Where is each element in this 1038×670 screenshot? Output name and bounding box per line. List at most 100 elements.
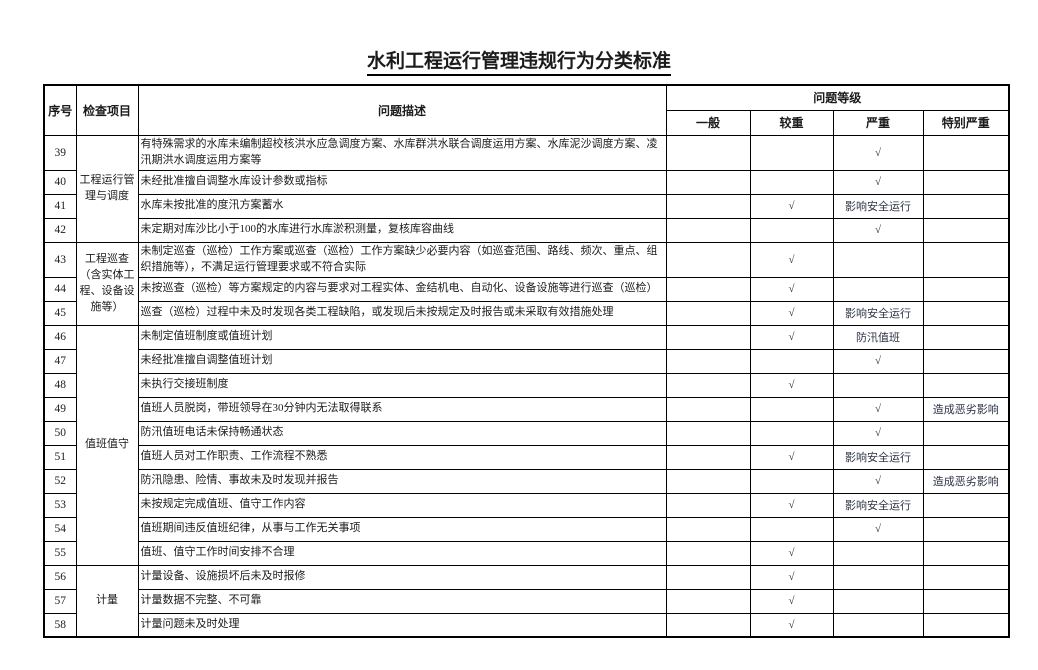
level-general-cell bbox=[665, 588, 751, 614]
level-extreme-cell bbox=[922, 134, 1010, 171]
row-number: 51 bbox=[43, 444, 77, 470]
level-severe-cell: 防汛值班 bbox=[832, 324, 924, 350]
table-row: 46 值班值守 未制定值班制度或值班计划 √ 防汛值班 bbox=[43, 324, 1010, 566]
level-general-cell bbox=[665, 468, 751, 494]
row-number: 48 bbox=[43, 372, 77, 398]
table-row: 54 值班期间违反值班纪律，从事与工作无关事项 √ bbox=[43, 516, 1010, 542]
level-moderate-cell bbox=[749, 348, 834, 374]
table-row: 41 水库未按批准的度汛方案蓄水 √ 影响安全运行 bbox=[43, 193, 1010, 219]
level-general-cell bbox=[665, 612, 751, 638]
level-extreme-cell bbox=[922, 276, 1010, 302]
table-row: 57 计量数据不完整、不可靠 √ bbox=[43, 588, 1010, 614]
level-severe-cell: 影响安全运行 bbox=[832, 193, 924, 219]
header-row-levels: 一般 较重 严重 特别严重 bbox=[44, 109, 1010, 136]
row-number: 58 bbox=[43, 612, 77, 638]
level-severe-cell: √ bbox=[832, 217, 924, 243]
level-extreme-cell bbox=[922, 420, 1010, 446]
level-general-cell bbox=[665, 217, 751, 243]
level-general-cell bbox=[665, 241, 751, 278]
row-number: 42 bbox=[43, 217, 77, 243]
level-extreme-cell bbox=[922, 588, 1010, 614]
row-number: 50 bbox=[43, 420, 77, 446]
category-cell: 值班值守 bbox=[75, 324, 139, 566]
level-moderate-cell bbox=[749, 468, 834, 494]
level-extreme-cell bbox=[922, 372, 1010, 398]
level-severe-cell: √ bbox=[832, 468, 924, 494]
level-extreme-cell bbox=[922, 193, 1010, 219]
level-severe-cell bbox=[832, 241, 924, 278]
table-row: 47 未经批准擅自调整值班计划 √ bbox=[43, 348, 1010, 374]
table-row: 56 计量 计量设备、设施损坏后未及时报修 √ bbox=[43, 564, 1010, 638]
level-severe-cell: 影响安全运行 bbox=[832, 492, 924, 518]
table-row: 49 值班人员脱岗，带班领导在30分钟内无法取得联系 √ 造成恶劣影响 bbox=[43, 396, 1010, 422]
level-general-cell bbox=[665, 276, 751, 302]
row-number: 44 bbox=[43, 276, 77, 302]
level-moderate-cell: √ bbox=[749, 372, 834, 398]
row-number: 46 bbox=[43, 324, 77, 350]
level-severe-cell: √ bbox=[832, 134, 924, 171]
level-general-cell bbox=[665, 396, 751, 422]
level-severe-cell bbox=[832, 276, 924, 302]
problem-description: 未经批准擅自调整水库设计参数或指标 bbox=[137, 169, 667, 195]
level-severe-cell: √ bbox=[832, 348, 924, 374]
level-moderate-cell: √ bbox=[749, 241, 834, 278]
row-number: 52 bbox=[43, 468, 77, 494]
level-general-cell bbox=[665, 372, 751, 398]
level-general-cell bbox=[665, 492, 751, 518]
level-general-cell bbox=[665, 540, 751, 566]
problem-description: 计量问题未及时处理 bbox=[137, 612, 667, 638]
problem-description: 巡查（巡检）过程中未及时发现各类工程缺陷，或发现后未按规定及时报告或未采取有效措… bbox=[137, 300, 667, 326]
header-category: 检查项目 bbox=[75, 84, 139, 136]
level-severe-cell bbox=[832, 612, 924, 638]
level-moderate-cell: √ bbox=[749, 193, 834, 219]
problem-description: 防汛隐患、险情、事故未及时发现并报告 bbox=[137, 468, 667, 494]
page-title: 水利工程运行管理违规行为分类标准 bbox=[366, 51, 671, 76]
problem-description: 未按巡查（巡检）等方案规定的内容与要求对工程实体、金结机电、自动化、设备设施等进… bbox=[137, 276, 667, 302]
level-general-cell bbox=[665, 300, 751, 326]
level-extreme-cell: 造成恶劣影响 bbox=[922, 468, 1010, 494]
level-severe-cell: 影响安全运行 bbox=[832, 444, 924, 470]
level-severe-cell bbox=[832, 540, 924, 566]
row-number: 45 bbox=[43, 300, 77, 326]
table-row: 58 计量问题未及时处理 √ bbox=[43, 612, 1010, 638]
row-number: 39 bbox=[43, 134, 77, 171]
table-row: 40 未经批准擅自调整水库设计参数或指标 √ bbox=[43, 169, 1010, 195]
problem-description: 未经批准擅自调整值班计划 bbox=[137, 348, 667, 374]
level-moderate-cell: √ bbox=[749, 588, 834, 614]
level-general-cell bbox=[665, 193, 751, 219]
level-severe-cell: √ bbox=[832, 169, 924, 195]
level-general-cell bbox=[665, 348, 751, 374]
level-general-cell bbox=[665, 324, 751, 350]
level-severe-cell: √ bbox=[832, 516, 924, 542]
level-extreme-cell bbox=[922, 324, 1010, 350]
table-row: 53 未按规定完成值班、值守工作内容 √ 影响安全运行 bbox=[43, 492, 1010, 518]
row-number: 41 bbox=[43, 193, 77, 219]
level-general-cell bbox=[665, 564, 751, 590]
level-moderate-cell: √ bbox=[749, 444, 834, 470]
level-moderate-cell bbox=[749, 516, 834, 542]
level-moderate-cell: √ bbox=[749, 612, 834, 638]
problem-description: 水库未按批准的度汛方案蓄水 bbox=[137, 193, 667, 219]
row-number: 53 bbox=[43, 492, 77, 518]
level-severe-cell: √ bbox=[832, 420, 924, 446]
level-extreme-cell bbox=[922, 516, 1010, 542]
header-level-severe: 严重 bbox=[832, 109, 924, 136]
level-general-cell bbox=[665, 516, 751, 542]
level-moderate-cell: √ bbox=[749, 492, 834, 518]
level-severe-cell: √ bbox=[832, 396, 924, 422]
level-extreme-cell bbox=[922, 217, 1010, 243]
level-extreme-cell bbox=[922, 241, 1010, 278]
level-moderate-cell bbox=[749, 169, 834, 195]
header-level-group: 问题等级 bbox=[665, 84, 1010, 111]
level-extreme-cell: 造成恶劣影响 bbox=[922, 396, 1010, 422]
level-moderate-cell: √ bbox=[749, 276, 834, 302]
level-moderate-cell bbox=[749, 396, 834, 422]
table-row: 50 防汛值班电话未保持畅通状态 √ bbox=[43, 420, 1010, 446]
level-severe-cell bbox=[832, 372, 924, 398]
table-row: 51 值班人员对工作职责、工作流程不熟悉 √ 影响安全运行 bbox=[43, 444, 1010, 470]
row-number: 47 bbox=[43, 348, 77, 374]
row-number: 54 bbox=[43, 516, 77, 542]
row-number: 49 bbox=[43, 396, 77, 422]
row-number: 40 bbox=[43, 169, 77, 195]
